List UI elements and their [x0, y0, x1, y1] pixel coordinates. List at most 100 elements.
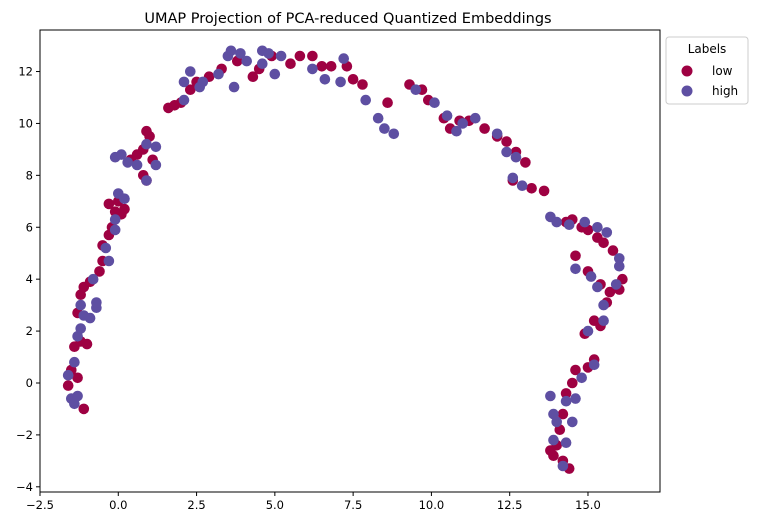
y-tick-label: 12	[18, 65, 33, 79]
point-high-11	[75, 299, 86, 311]
point-high-53	[441, 110, 453, 121]
y-tick-label: 8	[26, 168, 33, 182]
point-high-75	[582, 325, 594, 337]
y-tick-label: 6	[26, 220, 33, 234]
point-low-48	[382, 97, 393, 108]
point-high-78	[576, 372, 587, 384]
x-tick-label: 7.5	[344, 498, 362, 512]
point-low-44	[325, 61, 337, 72]
point-high-71	[585, 271, 597, 282]
point-low-3	[78, 403, 90, 415]
point-high-76	[598, 315, 609, 327]
y-tick-label: −4	[16, 480, 33, 494]
y-tick-label: 0	[26, 376, 33, 390]
y-tick-label: −2	[16, 428, 33, 442]
point-high-35	[235, 48, 246, 59]
point-high-74	[598, 299, 609, 311]
point-low-56	[479, 123, 490, 134]
x-axis: −2.5 0.0 2.5 5.0 7.5 10.0 12.5 15.0	[26, 492, 601, 512]
y-axis: −4 −2 0 2 4 6 8 10 12	[16, 65, 40, 494]
point-high-21	[122, 157, 133, 168]
point-high-3	[62, 369, 74, 381]
point-high-4	[69, 356, 80, 368]
point-high-2	[72, 390, 83, 402]
point-low-62	[526, 183, 537, 194]
legend-entries: low high	[681, 64, 738, 98]
point-low-18	[119, 203, 130, 215]
point-high-63	[551, 216, 562, 228]
series-high	[62, 45, 625, 472]
point-high-68	[614, 253, 625, 264]
point-low-46	[347, 74, 359, 85]
point-high-6	[75, 323, 86, 334]
point-low-69	[598, 237, 609, 249]
point-low-92	[545, 445, 556, 456]
point-high-15	[109, 224, 121, 236]
point-high-27	[178, 94, 190, 106]
point-high-14	[100, 242, 112, 254]
point-high-57	[491, 128, 503, 140]
point-low-58	[501, 136, 512, 147]
point-high-43	[307, 63, 318, 75]
point-high-60	[507, 172, 519, 184]
y-tick-label: 4	[26, 272, 33, 286]
legend-label-low: low	[712, 64, 733, 78]
point-high-54	[451, 125, 462, 137]
point-high-41	[257, 58, 268, 69]
point-high-44	[319, 74, 331, 85]
point-low-60	[520, 157, 531, 168]
point-high-36	[241, 55, 252, 67]
x-tick-label: 15.0	[575, 498, 601, 512]
point-low-0	[62, 380, 74, 391]
point-high-42	[269, 68, 281, 80]
point-high-65	[579, 216, 591, 228]
point-low-11	[94, 266, 105, 277]
point-high-24	[150, 141, 162, 153]
point-low-85	[560, 388, 572, 399]
point-low-71	[570, 250, 581, 262]
point-high-8	[84, 312, 96, 324]
point-high-64	[563, 219, 575, 230]
point-high-56	[470, 112, 481, 124]
legend-title: Labels	[688, 42, 727, 56]
point-high-81	[545, 390, 556, 402]
legend: Labels low high	[665, 36, 749, 105]
x-tick-label: −2.5	[26, 498, 54, 512]
x-tick-label: 2.5	[187, 498, 205, 512]
point-high-58	[501, 146, 512, 158]
point-high-69	[614, 260, 625, 272]
point-high-23	[141, 138, 152, 150]
point-high-46	[335, 76, 346, 88]
point-high-80	[560, 395, 572, 407]
point-high-10	[91, 297, 102, 308]
x-tick-label: 10.0	[419, 498, 445, 512]
point-high-84	[548, 434, 559, 446]
y-tick-label: 10	[18, 116, 33, 130]
point-high-83	[551, 416, 562, 428]
point-high-55	[457, 118, 469, 129]
point-high-18	[109, 214, 121, 225]
point-high-13	[103, 255, 115, 267]
point-high-40	[275, 50, 287, 62]
legend-marker-high	[681, 85, 693, 97]
point-low-47	[357, 79, 368, 90]
point-high-12	[87, 273, 99, 285]
point-high-29	[185, 66, 196, 77]
point-low-86	[557, 408, 569, 420]
point-low-37	[247, 71, 259, 82]
plot-frame	[39, 29, 661, 493]
point-high-45	[338, 53, 350, 64]
point-high-28	[178, 76, 190, 88]
point-high-77	[588, 359, 600, 371]
point-high-50	[388, 128, 400, 140]
point-high-51	[410, 84, 422, 95]
point-high-26	[141, 175, 152, 186]
point-high-37	[228, 81, 240, 93]
point-low-83	[570, 364, 581, 376]
point-low-40	[285, 58, 296, 69]
point-high-31	[197, 76, 209, 88]
point-high-61	[516, 180, 528, 191]
point-high-85	[560, 437, 572, 449]
